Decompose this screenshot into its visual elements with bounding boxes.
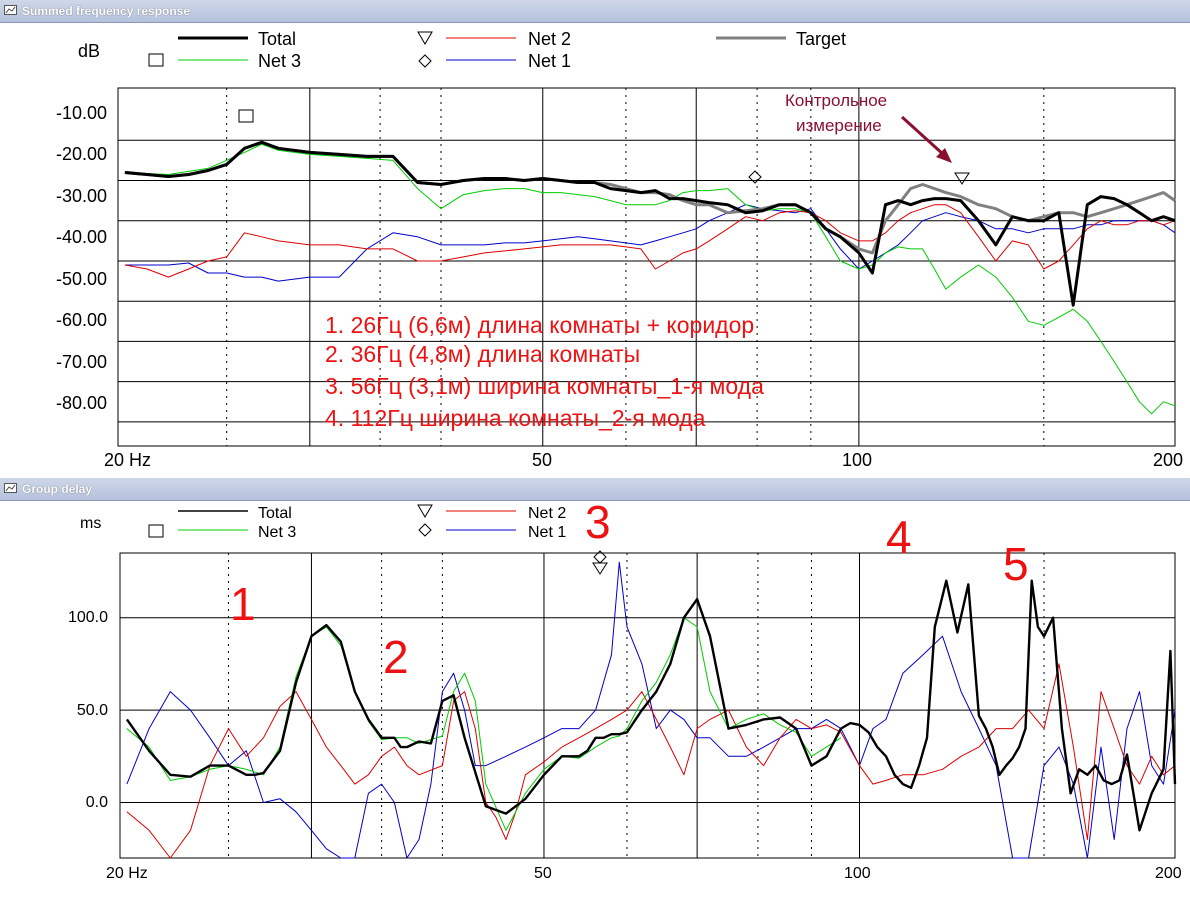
y-tick-label: 100.0 <box>68 609 108 626</box>
net2-triangle-marker-icon <box>417 31 433 45</box>
series-line-net1 <box>126 561 1176 859</box>
y-tick-label: -60.00 <box>56 310 107 330</box>
group-delay-title: Group delay <box>22 482 93 496</box>
plot-frame <box>119 552 1176 859</box>
net2-triangle-marker-icon <box>417 504 433 518</box>
x-tick-label: 200 <box>1153 450 1183 470</box>
note-line: 1. 26Гц (6,6м) длина комнаты + коридор <box>325 312 754 338</box>
plot-frame <box>117 87 1176 447</box>
peak-label: 5 <box>1003 538 1029 590</box>
peak-label: 1 <box>230 578 256 630</box>
x-tick-label: 20 Hz <box>104 450 151 470</box>
y-tick-label: -50.00 <box>56 269 107 289</box>
y-tick-label: -10.00 <box>56 103 107 123</box>
chart-window-icon <box>4 5 17 15</box>
y-tick-label: 0.0 <box>86 794 108 811</box>
y-unit-label: ms <box>80 515 101 532</box>
callout-arrowhead-icon <box>936 148 952 163</box>
callout-text: измерение <box>796 116 882 135</box>
legend-total-label: Total <box>258 29 296 49</box>
y-tick-label: -80.00 <box>56 393 107 413</box>
y-tick-label: 50.0 <box>77 702 108 719</box>
frequency-response-titlebar[interactable]: Summed frequency response <box>0 0 1190 23</box>
y-tick-label: -70.00 <box>56 352 107 372</box>
legend-net1-label: Net 1 <box>528 51 571 71</box>
series-line-net1 <box>124 204 1176 282</box>
legend-target-label: Target <box>796 29 846 49</box>
y-tick-label: -30.00 <box>56 186 107 206</box>
legend: Total Net 3 Net 2 Net 1 <box>148 504 566 541</box>
legend: Total Net 3 Net 2 Net 1 Target <box>148 29 846 71</box>
y-tick-label: -40.00 <box>56 227 107 247</box>
series-line-net3 <box>124 143 1176 415</box>
net1-diamond-marker-icon <box>418 523 432 537</box>
peak-label: 2 <box>383 631 409 683</box>
callout-arrow <box>900 115 946 157</box>
x-tick-label: 100 <box>844 865 871 882</box>
net1-diamond-marker-icon <box>748 170 762 184</box>
note-line: 4. 112Гц ширина комнаты_2-я мода <box>325 405 706 431</box>
x-tick-label: 50 <box>532 450 552 470</box>
frequency-response-title: Summed frequency response <box>22 4 191 18</box>
net2-triangle-marker-icon <box>592 562 608 575</box>
x-tick-label: 100 <box>842 450 872 470</box>
x-tick-label: 200 <box>1155 865 1182 882</box>
net2-triangle-marker-icon <box>954 172 970 185</box>
legend-net3-label: Net 3 <box>258 51 301 71</box>
series-line-net2 <box>126 663 1176 859</box>
legend-net3-label: Net 3 <box>258 524 296 541</box>
net3-square-marker-icon <box>238 109 254 123</box>
net1-diamond-marker-icon <box>418 54 432 68</box>
series-line-total <box>125 579 1177 832</box>
series-line-net2 <box>124 204 1176 278</box>
note-line: 2. 36Гц (4,8м) длина комнаты <box>325 341 640 367</box>
frequency-response-chart: Total Net 3 Net 2 Net 1 Target dB -10.00… <box>56 29 1183 470</box>
frequency-response-window: Summed frequency response Total Net 3 Ne… <box>0 0 1190 470</box>
x-tick-label: 50 <box>534 865 552 882</box>
legend-net1-label: Net 1 <box>528 524 566 541</box>
net3-square-marker-icon <box>148 53 164 67</box>
x-tick-label: 20 Hz <box>106 865 148 882</box>
legend-total-label: Total <box>258 505 292 522</box>
y-unit-label: dB <box>78 41 100 61</box>
legend-net2-label: Net 2 <box>528 29 571 49</box>
peak-label: 4 <box>886 511 912 563</box>
group-delay-titlebar[interactable]: Group delay <box>0 478 1190 501</box>
callout-text: Контрольное <box>785 91 887 110</box>
y-tick-label: -20.00 <box>56 144 107 164</box>
legend-net2-label: Net 2 <box>528 505 566 522</box>
group-delay-window: Group delay Total Net 3 Net 2 Net 1 ms 1… <box>0 478 1190 923</box>
series-line-total <box>124 140 1176 307</box>
note-line: 3. 56Гц (3,1м) ширина комнаты_1-я мода <box>325 373 764 399</box>
series-line-target <box>124 140 1176 255</box>
net3-square-marker-icon <box>148 524 164 538</box>
group-delay-chart: Total Net 3 Net 2 Net 1 ms 100.0 50.0 0.… <box>68 496 1182 882</box>
peak-label: 3 <box>585 496 611 548</box>
chart-window-icon <box>4 483 17 493</box>
